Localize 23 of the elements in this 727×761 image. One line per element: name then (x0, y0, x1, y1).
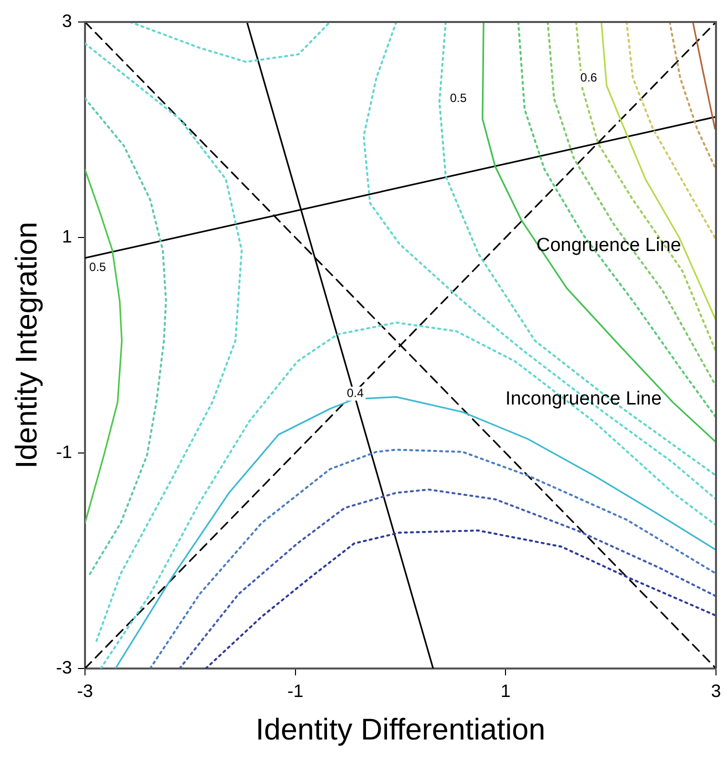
y-tick-label: -1 (56, 442, 72, 462)
annotation: 0.4 (346, 386, 364, 400)
line-series (85, 42, 243, 645)
x-tick-label: 1 (500, 681, 511, 702)
line-series (438, 22, 716, 477)
annotation: 0.5 (89, 260, 106, 274)
line-series (85, 97, 167, 578)
y-tick-label: 3 (62, 10, 72, 31)
line-series (204, 530, 716, 668)
line-series (362, 22, 716, 500)
y-tick-label: 1 (62, 226, 72, 246)
annotation: 0.5 (450, 90, 468, 105)
line-series (149, 448, 716, 668)
line-series (178, 488, 716, 668)
y-tick-label: -3 (56, 657, 72, 678)
x-tick-label: -3 (76, 681, 94, 702)
x-tick-label: 3 (710, 681, 721, 702)
line-series (129, 22, 332, 63)
x-axis-title: Identity Differentiation (256, 713, 546, 746)
annotation: 0.6 (580, 70, 598, 84)
line-series (100, 322, 716, 668)
x-tick-label: -1 (287, 681, 304, 702)
y-axis-title: Identity Integration (10, 222, 44, 469)
